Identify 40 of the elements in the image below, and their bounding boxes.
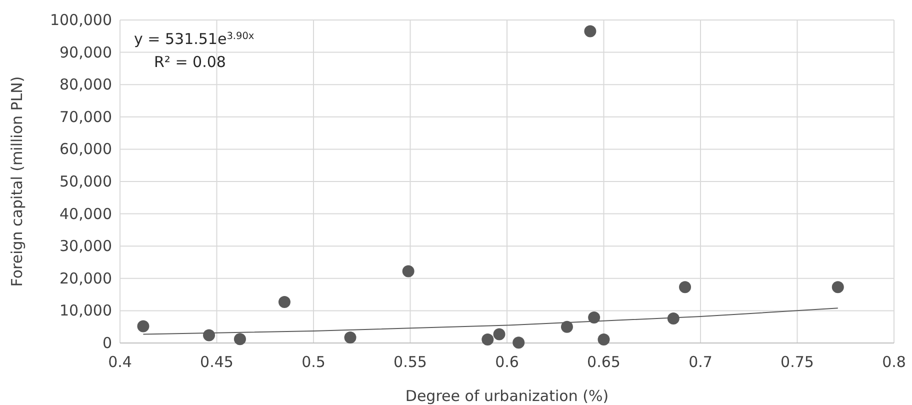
point	[137, 320, 150, 332]
x-tick-label: 0.6	[495, 353, 519, 371]
y-tick-label: 40,000	[60, 204, 112, 223]
y-tick-label: 30,000	[60, 237, 112, 256]
annotation: R² = 0.08	[154, 53, 226, 71]
y-tick-label: 90,000	[60, 43, 112, 62]
y-tick-label: 100,000	[50, 11, 112, 29]
x-tick-label: 0.55	[394, 353, 427, 371]
x-tick-label: 0.8	[882, 353, 906, 371]
x-tick-label: 0.45	[200, 353, 234, 371]
point	[584, 25, 596, 38]
point	[482, 333, 494, 346]
y-tick-label: 10,000	[60, 302, 112, 320]
point	[512, 336, 525, 349]
point	[344, 332, 356, 344]
y-tick-label: 50,000	[60, 172, 112, 190]
y-tick-label: 70,000	[60, 108, 112, 126]
x-tick-label: 0.75	[780, 353, 814, 371]
point	[667, 312, 680, 324]
point	[278, 296, 290, 308]
annotation: y = 531.51e$^{3.90x}$	[134, 30, 254, 48]
point	[832, 281, 844, 294]
x-tick-label: 0.4	[108, 353, 132, 371]
y-tick-label: 80,000	[60, 76, 112, 94]
y-tick-label: 60,000	[60, 140, 112, 158]
point	[588, 311, 600, 324]
point	[203, 329, 216, 342]
x-tick-label: 0.5	[302, 353, 326, 371]
y-tick-label: 0	[102, 334, 112, 352]
x-axis-title: Degree of urbanization (%)	[405, 387, 609, 405]
y-tick-label: 20,000	[60, 269, 112, 288]
x-tick-label: 0.65	[587, 353, 620, 371]
point	[679, 281, 692, 294]
point	[560, 320, 573, 333]
point	[234, 333, 246, 346]
y-axis-title: Foreign capital (million PLN)	[8, 76, 26, 287]
point	[402, 265, 414, 278]
point	[598, 333, 610, 346]
point	[493, 328, 506, 340]
x-tick-label: 0.7	[688, 353, 712, 371]
